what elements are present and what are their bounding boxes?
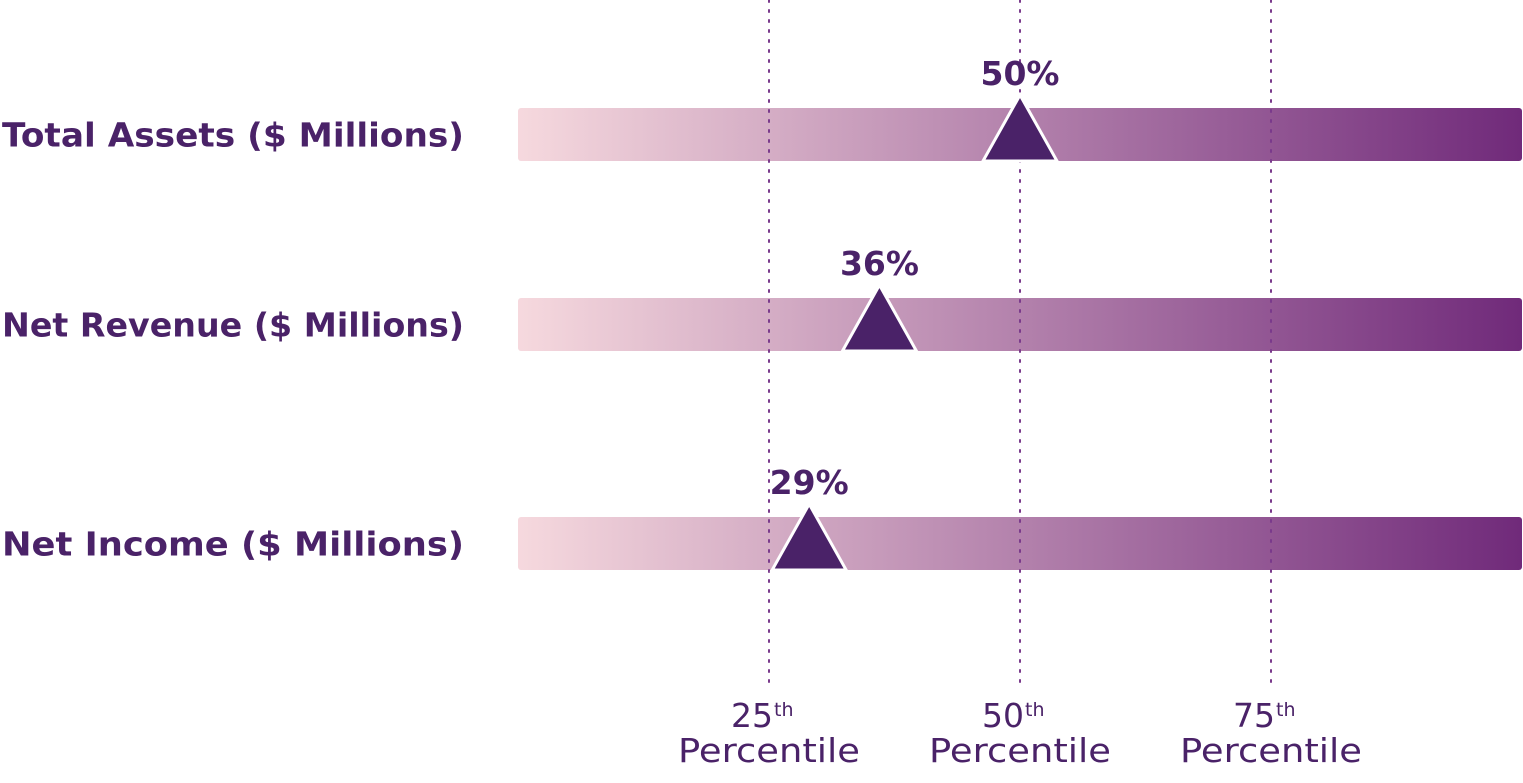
value-label: 36% [840,244,919,283]
category-label: Net Revenue ($ Millions) [2,306,464,345]
percentile-tick-label: Percentile [929,731,1111,770]
percentile-tick-number: 50 [982,696,1024,735]
category-label: Total Assets ($ Millions) [2,116,464,155]
markers-layer [769,91,1060,572]
percentile-tick-number: 25 [731,696,773,735]
value-label: 29% [770,463,849,502]
percentile-tick-suffix: th [774,699,794,721]
category-label: Net Income ($ Millions) [2,525,464,564]
percentile-tick-suffix: th [1276,699,1296,721]
value-label: 50% [981,54,1060,93]
value-marker [769,500,849,572]
percentile-tick-number: 75 [1233,696,1275,735]
value-marker [839,281,920,353]
percentile-tick-label: Percentile [678,731,860,770]
percentile-tick-suffix: th [1025,699,1045,721]
value-marker [980,91,1060,163]
labels-layer: Total Assets ($ Millions) Net Revenue ($ … [2,54,1362,770]
range-bar [518,298,1522,351]
percentile-tick-label: Percentile [1180,731,1362,770]
